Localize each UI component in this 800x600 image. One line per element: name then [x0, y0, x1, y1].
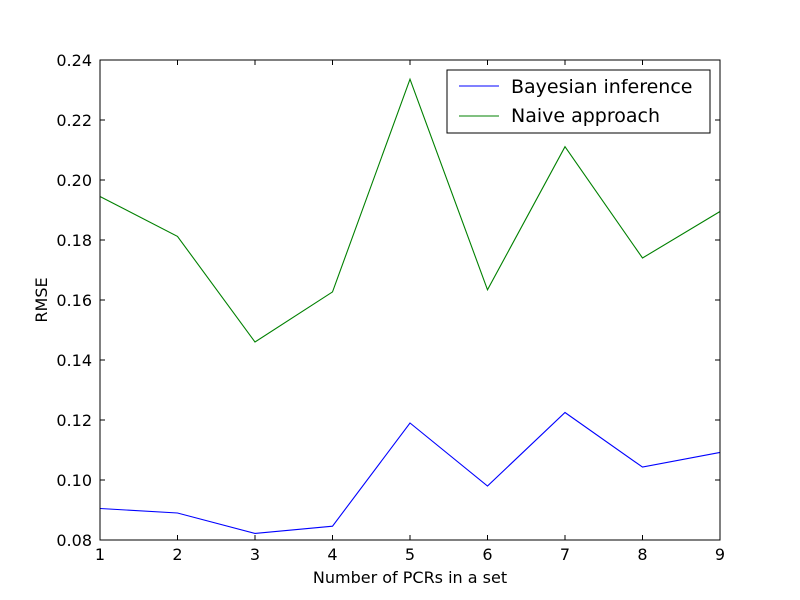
legend: Bayesian inference Naive approach	[446, 69, 711, 134]
series-layer	[99, 77, 721, 534]
y-tick-label: 0.24	[56, 51, 92, 70]
y-tick-label: 0.22	[56, 111, 92, 130]
x-tick-label: 5	[405, 545, 415, 564]
y-axis: 0.08 0.10 0.12 0.14 0.16 0.18 0.20 0.22 0.24	[56, 51, 720, 550]
y-tick-label: 0.16	[56, 291, 92, 310]
y-tick-label: 0.14	[56, 351, 92, 370]
y-tick-label: 0.10	[56, 471, 92, 490]
legend-box	[446, 69, 711, 134]
x-tick-label: 6	[482, 545, 492, 564]
x-tick-label: 1	[95, 545, 105, 564]
plot-area	[100, 60, 720, 540]
x-tick-label: 3	[250, 545, 260, 564]
series-line-naive-approach	[99, 77, 721, 343]
y-tick-label: 0.20	[56, 171, 92, 190]
x-tick-label: 8	[637, 545, 647, 564]
legend-label-bayesian: Bayesian inference	[511, 76, 692, 98]
legend-label-naive: Naive approach	[511, 105, 660, 127]
series-line-bayesian-inference	[99, 411, 721, 534]
x-axis-label: Number of PCRs in a set	[313, 568, 507, 587]
x-tick-label: 9	[715, 545, 725, 564]
x-axis: 1 2 3 4 5 6 7 8 9	[95, 60, 725, 564]
y-tick-label: 0.12	[56, 411, 92, 430]
x-tick-label: 2	[172, 545, 182, 564]
x-tick-label: 7	[560, 545, 570, 564]
x-tick-label: 4	[327, 545, 337, 564]
y-tick-label: 0.18	[56, 231, 92, 250]
y-axis-label: RMSE	[32, 277, 51, 322]
y-tick-label: 0.08	[56, 531, 92, 550]
